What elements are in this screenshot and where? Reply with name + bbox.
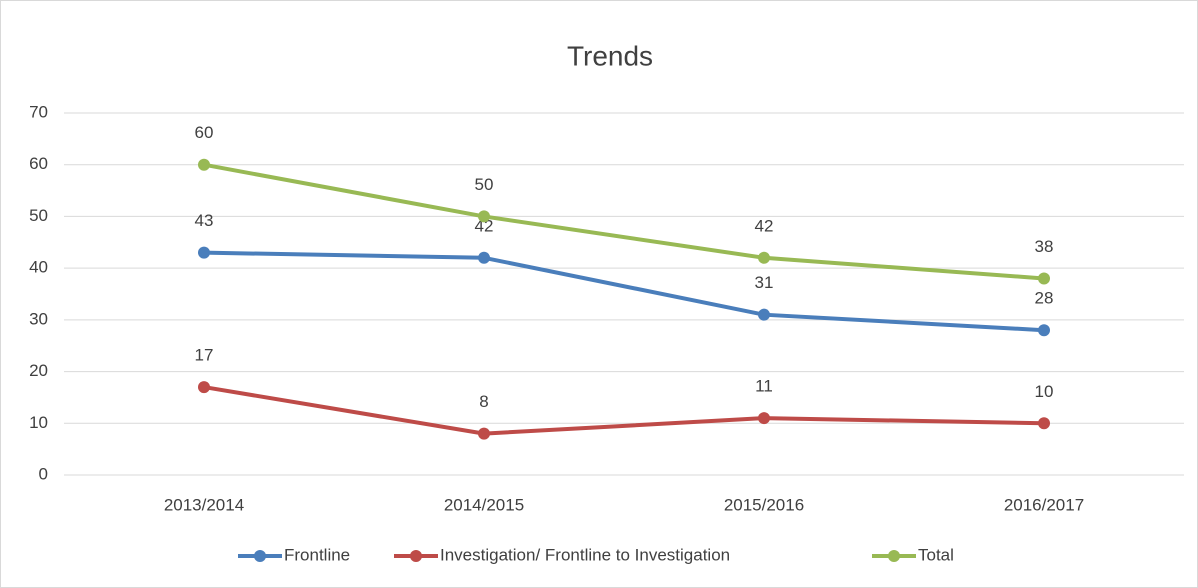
data-label: 8 xyxy=(479,392,488,411)
x-tick-label: 2014/2015 xyxy=(444,495,524,514)
point-marker xyxy=(478,427,490,440)
y-tick-label: 70 xyxy=(29,102,48,121)
legend-label: Investigation/ Frontline to Investigatio… xyxy=(440,545,730,564)
data-label: 38 xyxy=(1035,237,1054,256)
point-marker xyxy=(1038,324,1050,337)
legend-label: Total xyxy=(918,545,954,564)
point-marker xyxy=(1038,272,1050,285)
y-tick-label: 0 xyxy=(39,464,48,483)
legend-label: Frontline xyxy=(284,545,350,564)
point-marker xyxy=(758,412,770,425)
x-tick-label: 2013/2014 xyxy=(164,495,244,514)
y-tick-label: 60 xyxy=(29,154,48,173)
y-tick-label: 40 xyxy=(29,258,48,277)
series-line xyxy=(202,250,1046,333)
data-label: 60 xyxy=(195,123,214,142)
legend-marker xyxy=(888,550,900,562)
y-tick-label: 30 xyxy=(29,309,48,328)
y-tick-label: 20 xyxy=(29,361,48,380)
data-label: 17 xyxy=(195,346,214,365)
point-marker xyxy=(198,246,210,259)
data-label: 11 xyxy=(755,377,773,396)
x-tick-label: 2015/2016 xyxy=(724,495,804,514)
point-marker xyxy=(758,251,770,264)
y-tick-label: 50 xyxy=(29,206,48,225)
point-marker xyxy=(758,308,770,321)
point-marker xyxy=(1038,417,1050,430)
data-label: 43 xyxy=(195,211,214,230)
legend-marker xyxy=(410,550,422,562)
legend-marker xyxy=(254,550,266,562)
chart-title: Trends xyxy=(567,40,653,71)
x-tick-label: 2016/2017 xyxy=(1004,495,1084,514)
point-marker xyxy=(198,381,210,394)
series-line xyxy=(202,385,1046,436)
y-tick-label: 10 xyxy=(29,413,48,432)
data-label: 42 xyxy=(475,216,494,235)
data-label: 28 xyxy=(1035,289,1054,308)
data-label: 10 xyxy=(1035,382,1054,401)
point-marker xyxy=(478,210,490,223)
point-marker xyxy=(478,251,490,264)
series-line xyxy=(202,162,1046,281)
data-label: 42 xyxy=(755,216,774,235)
data-label: 50 xyxy=(475,175,494,194)
point-marker xyxy=(198,158,210,171)
data-label: 31 xyxy=(755,273,774,292)
